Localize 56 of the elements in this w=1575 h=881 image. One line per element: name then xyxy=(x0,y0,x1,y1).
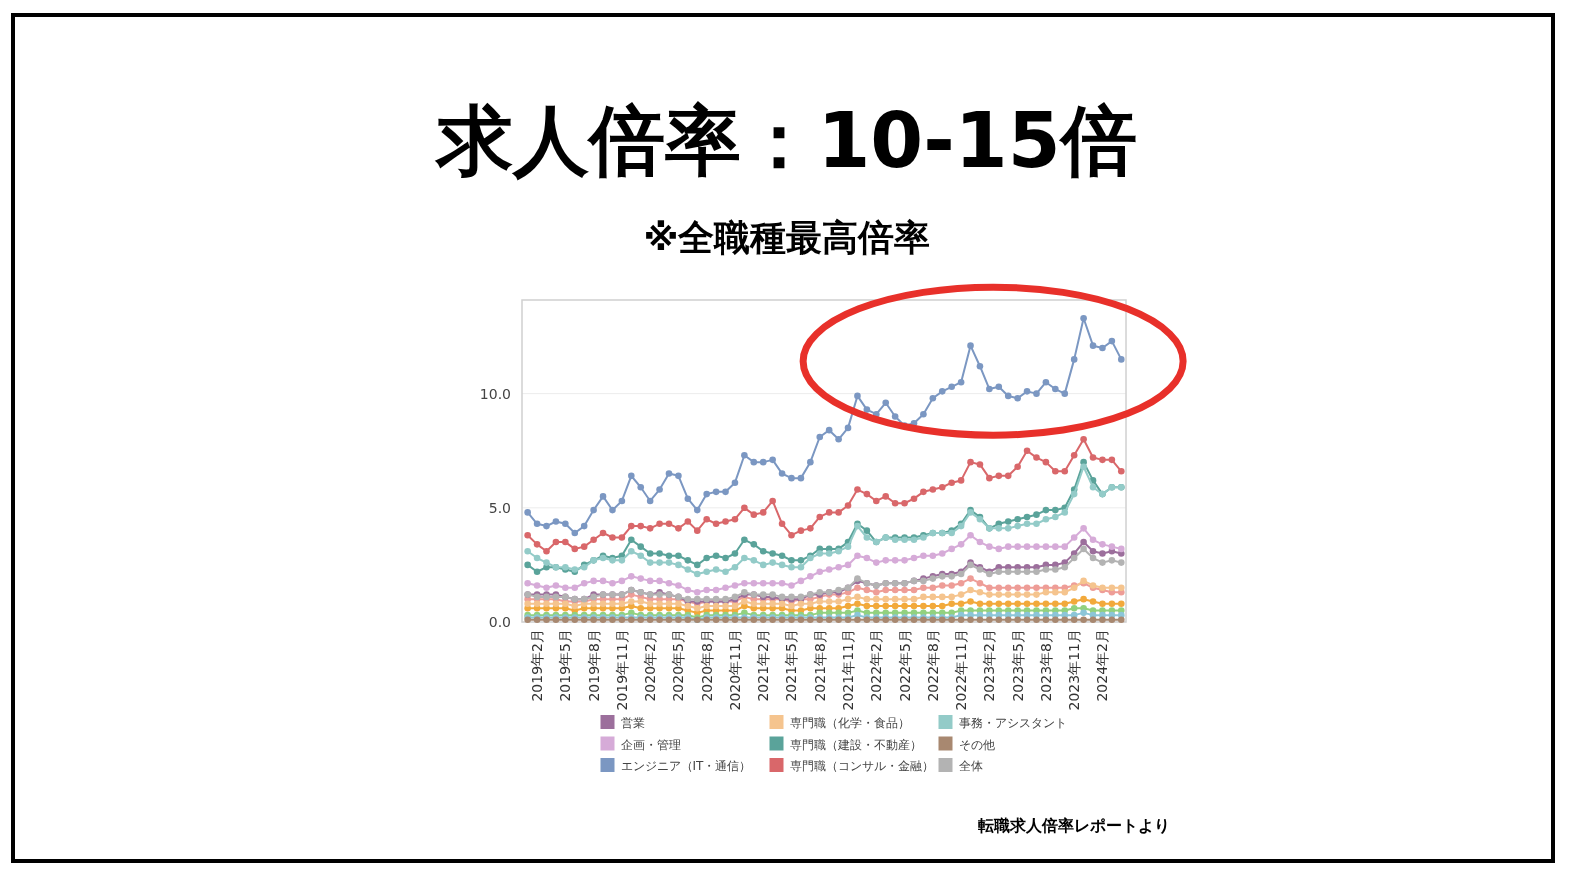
x-tick-label: 2023年5月 xyxy=(1009,629,1026,702)
legend-label: エンジニア（IT・通信） xyxy=(620,759,752,773)
x-tick-label: 2019年8月 xyxy=(585,629,602,702)
point xyxy=(901,586,908,594)
chart-subtitle: ※全職種最高倍率 xyxy=(643,217,931,258)
x-tick-label: 2019年5月 xyxy=(557,629,574,702)
legend-label: 事務・アシスタント xyxy=(958,716,1067,730)
x-tick-label: 2020年8月 xyxy=(698,629,715,702)
point xyxy=(957,579,965,587)
point xyxy=(920,584,927,592)
x-tick-label: 2023年2月 xyxy=(981,629,998,702)
point xyxy=(910,586,918,594)
legend-label: 専門職（化学・食品） xyxy=(789,716,910,730)
x-tick-label: 2023年11月 xyxy=(1066,629,1083,711)
x-tick-label: 2022年11月 xyxy=(953,629,970,711)
legend-label: 全体 xyxy=(958,759,983,773)
text: 転職求人倍率レポートより xyxy=(978,816,1170,835)
point xyxy=(1004,584,1012,592)
point xyxy=(854,584,861,592)
x-tick-label: 2023年8月 xyxy=(1037,629,1054,702)
point xyxy=(938,582,946,589)
x-tick-label: 2019年11月 xyxy=(613,629,630,711)
point xyxy=(1014,584,1021,592)
point xyxy=(882,586,890,594)
point xyxy=(873,589,880,596)
y-tick-label: 0.0 xyxy=(488,614,511,630)
x-tick-label: 2022年2月 xyxy=(868,629,885,702)
point xyxy=(948,582,955,589)
chart-title: 求人倍率：10-15倍 xyxy=(434,96,1137,185)
x-tick-label: 2022年5月 xyxy=(896,629,913,702)
x-tick-label: 2024年2月 xyxy=(1094,629,1111,702)
point xyxy=(1023,584,1031,592)
x-tick-label: 2022年8月 xyxy=(924,629,941,702)
point xyxy=(976,579,984,587)
point xyxy=(891,586,899,594)
x-tick-label: 2021年11月 xyxy=(840,629,857,711)
x-tick-label: 2021年8月 xyxy=(811,629,828,702)
x-tick-label: 2020年5月 xyxy=(670,629,687,702)
legend-label: 専門職（コンサル・金融） xyxy=(789,759,934,773)
y-tick-label: 10.0 xyxy=(479,385,511,402)
point xyxy=(986,584,993,592)
y-tick-label: 5.0 xyxy=(488,499,511,516)
x-tick-label: 2021年2月 xyxy=(755,629,772,702)
point xyxy=(995,584,1003,592)
x-tick-label: 2021年5月 xyxy=(783,629,800,702)
point xyxy=(863,586,871,594)
legend-label: 企画・管理 xyxy=(620,737,681,752)
x-tick-label: 2020年11月 xyxy=(726,629,743,711)
point xyxy=(967,575,974,582)
point xyxy=(1033,584,1040,592)
legend-label: 営業 xyxy=(620,716,645,730)
x-tick-label: 2020年2月 xyxy=(642,629,659,702)
point xyxy=(929,584,937,592)
legend-label: 専門職（建設・不動産） xyxy=(789,737,922,752)
x-tick-label: 2019年2月 xyxy=(529,629,546,702)
legend-label: その他 xyxy=(958,737,995,752)
